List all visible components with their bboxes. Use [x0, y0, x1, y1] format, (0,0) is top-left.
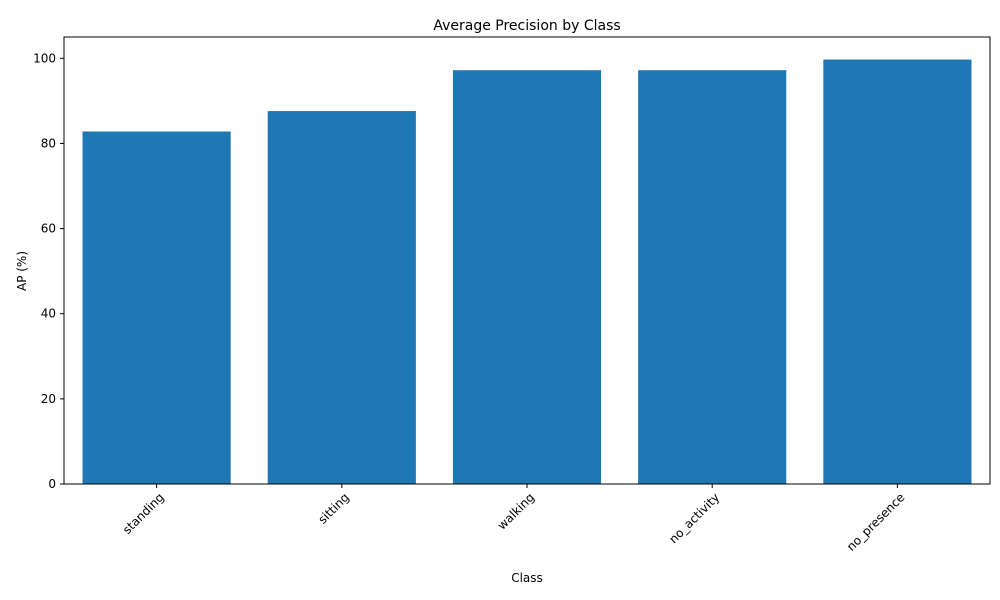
- y-axis-title: AP (%): [15, 251, 29, 291]
- x-tick-label: no_presence: [844, 490, 908, 554]
- bar-standing: [82, 131, 231, 484]
- chart-title: Average Precision by Class: [433, 18, 620, 34]
- bar-no-presence: [823, 59, 972, 484]
- bars-group: [82, 59, 972, 485]
- bar-sitting: [267, 111, 416, 485]
- x-tick-label: sitting: [315, 490, 351, 526]
- y-axis: 0 20 40 60 80 100: [33, 51, 64, 491]
- x-tick-label: walking: [495, 490, 537, 532]
- y-tick-label: 0: [48, 477, 56, 491]
- y-tick-label: 40: [41, 307, 56, 321]
- y-tick-label: 100: [33, 51, 56, 65]
- x-axis: standing sitting walking no_activity no_pres…: [120, 484, 908, 554]
- x-tick-label: no_activity: [666, 490, 722, 546]
- y-tick-label: 80: [41, 136, 56, 150]
- x-tick-label: standing: [120, 490, 167, 537]
- plot-frame: [63, 36, 991, 485]
- x-axis-title: Class: [511, 571, 543, 585]
- y-tick-label: 20: [41, 392, 56, 406]
- y-tick-label: 60: [41, 222, 56, 236]
- bar-no-activity: [638, 70, 787, 484]
- bar-walking: [452, 70, 602, 484]
